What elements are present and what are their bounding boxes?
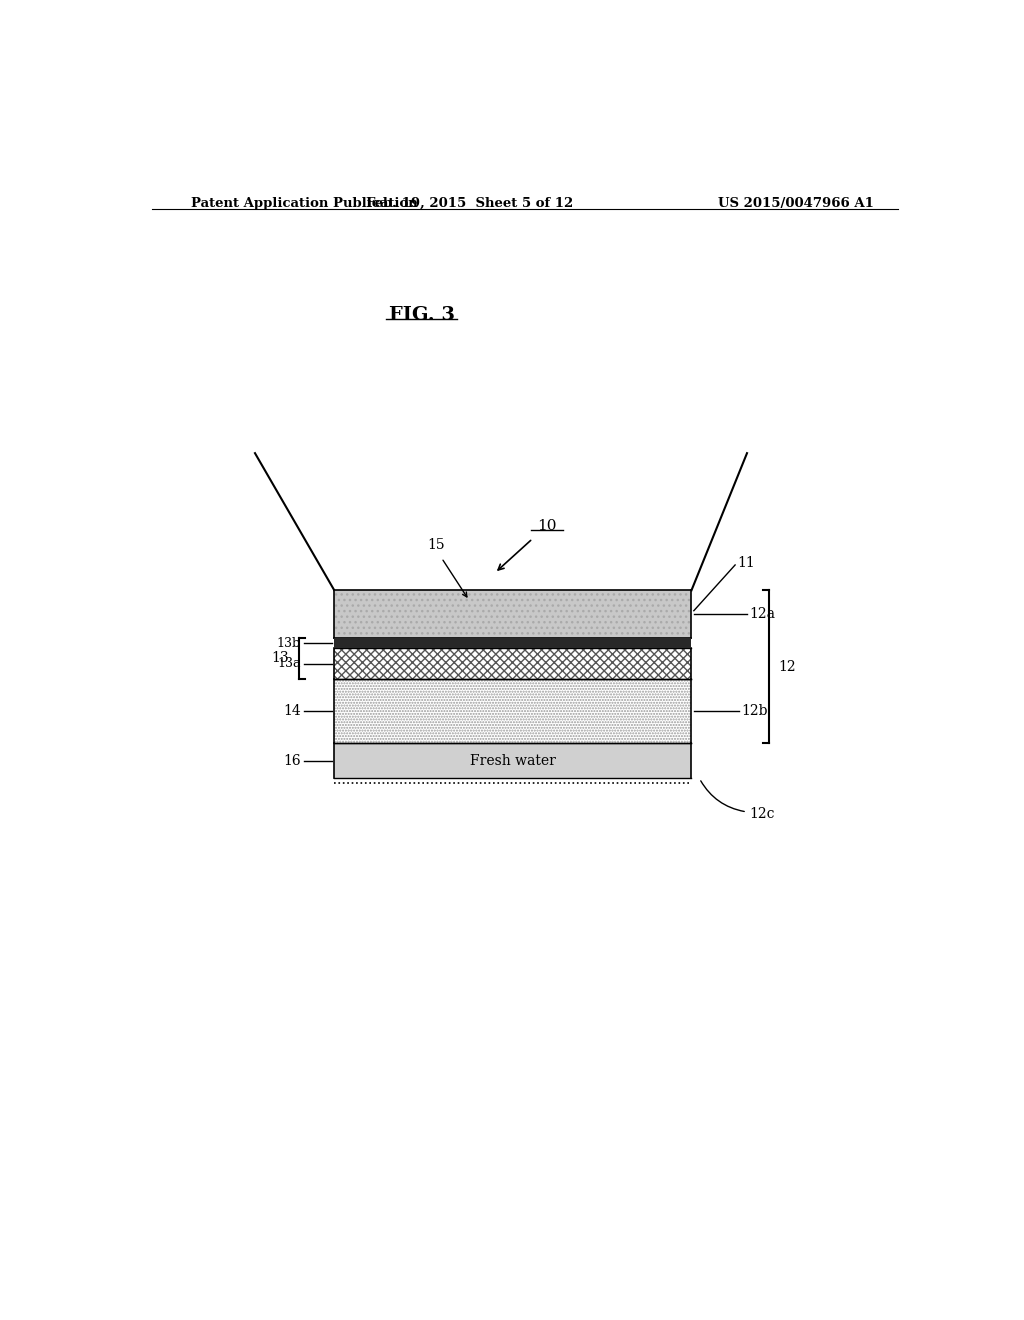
Text: FIG. 3: FIG. 3 (389, 306, 455, 323)
Bar (334, 678, 691, 743)
Text: US 2015/0047966 A1: US 2015/0047966 A1 (718, 197, 873, 210)
Bar (334, 743, 691, 779)
Text: Fresh water: Fresh water (470, 754, 556, 768)
Text: Feb. 19, 2015  Sheet 5 of 12: Feb. 19, 2015 Sheet 5 of 12 (366, 197, 572, 210)
Text: Patent Application Publication: Patent Application Publication (191, 197, 418, 210)
Bar (334, 590, 691, 638)
Text: 13: 13 (271, 652, 289, 665)
Text: 14: 14 (284, 704, 301, 718)
Text: 10: 10 (538, 519, 557, 533)
Text: 15: 15 (427, 537, 444, 552)
Text: 12: 12 (778, 660, 797, 673)
Text: 16: 16 (284, 754, 301, 768)
Text: 13a: 13a (278, 657, 301, 671)
Text: 13b: 13b (276, 636, 301, 649)
Text: 12a: 12a (750, 607, 775, 622)
Bar (334, 638, 691, 648)
Text: 12b: 12b (741, 704, 768, 718)
Text: 12c: 12c (750, 807, 775, 821)
Bar (334, 648, 691, 678)
Text: 11: 11 (737, 556, 756, 570)
